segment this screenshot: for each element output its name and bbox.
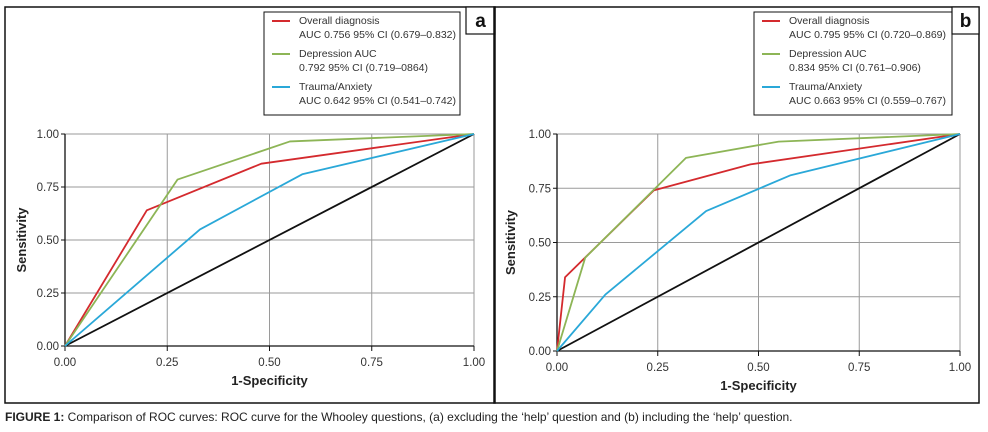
legend-label: Overall diagnosis: [299, 15, 380, 27]
chart-panel-b: 0.00 0.00 0.25 0.25 0.50 0.50 0.75 0.75 1.00 1.00…: [493, 6, 980, 404]
y-tick-label: 0.25: [37, 288, 59, 300]
x-tick-label: 1.00: [949, 362, 971, 374]
legend-label: Depression AUC: [299, 48, 377, 60]
panel-letter: a: [475, 11, 486, 32]
roc-line-reference: [64, 133, 475, 347]
x-axis-label: 1-Specificity: [720, 378, 797, 393]
x-tick-label: 0.75: [361, 357, 383, 369]
caption-label: FIGURE 1:: [5, 410, 65, 424]
y-tick-label: 0.25: [529, 292, 551, 304]
roc-line-overall-diagnosis: [64, 133, 475, 347]
caption-text: Comparison of ROC curves: ROC curve for …: [64, 410, 793, 424]
panel-frame: [493, 6, 980, 404]
legend-auc: AUC 0.642 95% CI (0.541–0.742): [299, 95, 456, 107]
y-tick-label: 1.00: [529, 129, 551, 141]
legend-box: [263, 11, 461, 116]
legend: Overall diagnosis AUC 0.795 95% CI (0.720…: [753, 11, 953, 116]
panel-letter-box: [465, 6, 496, 35]
y-tick-label: 0.50: [37, 235, 59, 247]
panel-frame: [4, 6, 496, 404]
figure-caption: FIGURE 1: Comparison of ROC curves: ROC …: [5, 410, 793, 424]
legend-auc: AUC 0.663 95% CI (0.559–0.767): [789, 95, 946, 107]
roc-line-depression-auc: [556, 133, 961, 352]
y-axis-label: Sensitivity: [14, 207, 29, 273]
y-tick-label: 0.75: [37, 182, 59, 194]
legend-label: Depression AUC: [789, 48, 867, 60]
x-axis-label: 1-Specificity: [231, 373, 308, 388]
y-tick-label: 0.00: [37, 341, 59, 353]
legend-auc: AUC 0.795 95% CI (0.720–0.869): [789, 29, 946, 41]
roc-line-trauma-anxiety: [64, 133, 475, 347]
y-axis-label: Sensitivity: [503, 209, 518, 275]
legend-auc: 0.834 95% CI (0.761–0.906): [789, 62, 921, 74]
x-tick-label: 0.75: [848, 362, 870, 374]
y-tick-label: 1.00: [37, 129, 59, 141]
x-tick-label: 0.00: [546, 362, 568, 374]
roc-line-reference: [556, 133, 961, 352]
roc-line-depression-auc: [64, 133, 475, 347]
panel-letter: b: [960, 11, 972, 32]
x-tick-label: 0.25: [647, 362, 669, 374]
y-tick-label: 0.50: [529, 238, 551, 250]
chart-panel-a: 0.00 0.00 0.25 0.25 0.50 0.50 0.75 0.75 1.00 1.00…: [4, 6, 496, 404]
roc-line-trauma-anxiety: [556, 133, 961, 352]
x-tick-label: 0.50: [747, 362, 769, 374]
legend-label: Trauma/Anxiety: [789, 81, 863, 93]
legend-box: [753, 11, 953, 116]
y-tick-label: 0.00: [529, 346, 551, 358]
legend: Overall diagnosis AUC 0.756 95% CI (0.679…: [263, 11, 461, 116]
legend-label: Trauma/Anxiety: [299, 81, 373, 93]
y-tick-label: 0.75: [529, 183, 551, 195]
legend-label: Overall diagnosis: [789, 15, 870, 27]
panel-letter-box: [951, 6, 980, 35]
legend-auc: AUC 0.756 95% CI (0.679–0.832): [299, 29, 456, 41]
x-tick-label: 1.00: [463, 357, 485, 369]
x-tick-label: 0.25: [156, 357, 178, 369]
x-tick-label: 0.50: [258, 357, 280, 369]
x-tick-label: 0.00: [54, 357, 76, 369]
legend-auc: 0.792 95% CI (0.719–0864): [299, 62, 428, 74]
